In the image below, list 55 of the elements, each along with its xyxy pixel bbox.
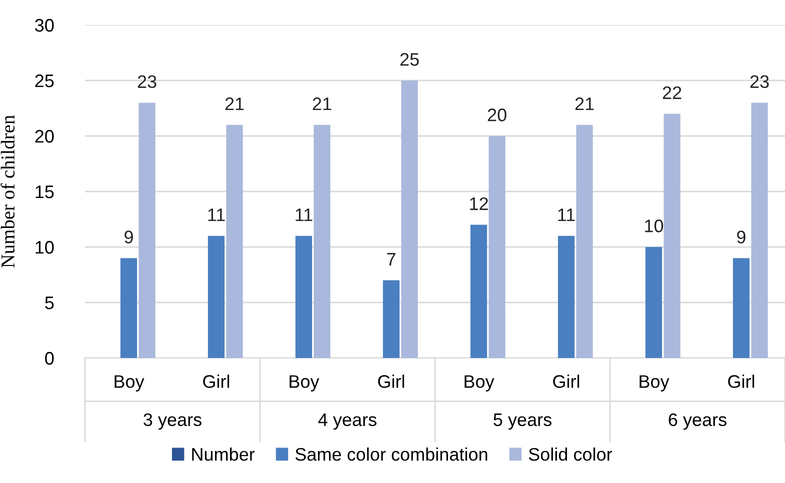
data-label: 20 xyxy=(488,108,506,122)
data-label: 10 xyxy=(645,220,664,232)
data-label: 9 xyxy=(124,230,133,244)
data-label: 11 xyxy=(208,208,225,222)
data-label: 21 xyxy=(312,97,332,110)
bar xyxy=(470,224,488,358)
x-tick-label: Boy xyxy=(640,375,670,392)
y-axis-title: Number of children xyxy=(0,115,15,268)
bar xyxy=(401,80,418,358)
bar xyxy=(120,258,138,358)
bar xyxy=(226,124,243,358)
bar xyxy=(732,258,750,358)
y-tick-label: 10 xyxy=(36,240,54,254)
x-tick-label: Girl xyxy=(553,374,580,388)
legend-label: Same color combination xyxy=(295,448,488,461)
x-tick-label: Boy xyxy=(290,375,320,392)
data-label: 22 xyxy=(662,86,682,99)
x-tick-label: Boy xyxy=(464,375,494,392)
bar xyxy=(314,124,330,358)
data-label: 23 xyxy=(750,75,769,88)
data-label: 12 xyxy=(470,197,488,210)
legend-label: Number xyxy=(192,448,255,461)
bar xyxy=(208,236,225,358)
x-tick-label: Girl xyxy=(728,374,754,388)
data-label: 21 xyxy=(225,97,244,110)
bar xyxy=(576,124,593,358)
text: 3 years xyxy=(144,413,202,430)
bar xyxy=(645,247,662,358)
bar xyxy=(382,280,400,358)
text: 6 years xyxy=(668,413,726,430)
bar xyxy=(138,102,156,358)
x-tick-label: Girl xyxy=(378,374,404,388)
y-tick-label: 15 xyxy=(36,186,54,198)
bar xyxy=(664,114,680,358)
bar xyxy=(488,136,506,358)
bar xyxy=(751,102,768,358)
data-label: 23 xyxy=(138,75,156,88)
x-tick-label: Boy xyxy=(114,375,144,392)
y-tick-label: 30 xyxy=(35,18,54,32)
data-label: 11 xyxy=(296,208,312,222)
y-tick-label: 25 xyxy=(35,74,54,88)
y-tick-label: 5 xyxy=(45,296,54,310)
data-label: 7 xyxy=(387,253,396,266)
bar xyxy=(558,236,575,358)
text: 4 years xyxy=(318,414,376,430)
legend-label: Solid color xyxy=(528,448,612,461)
x-tick-label: Girl xyxy=(203,374,230,388)
data-label: 9 xyxy=(737,230,746,244)
text: 5 years xyxy=(494,414,552,430)
bar xyxy=(295,236,312,358)
data-label: 11 xyxy=(558,208,575,222)
y-tick-label: 20 xyxy=(35,130,54,143)
y-tick-label: 0 xyxy=(45,352,54,365)
data-label: 21 xyxy=(575,97,594,110)
data-label: 25 xyxy=(400,53,419,66)
